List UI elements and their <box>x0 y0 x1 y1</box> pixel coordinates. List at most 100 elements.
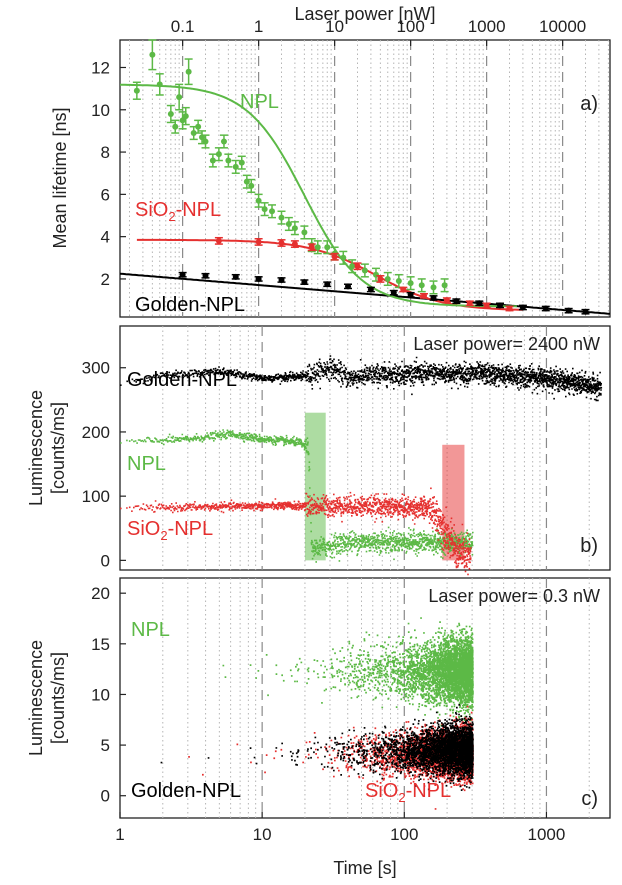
panel-a-xlabel: Laser power [nW] <box>294 4 435 24</box>
data-point <box>377 275 384 282</box>
data-point <box>202 138 209 145</box>
data-point <box>215 237 222 244</box>
data-point <box>176 94 183 101</box>
panel-c-ylabel-line1: Luminescence <box>26 640 46 756</box>
data-point <box>324 244 331 251</box>
data-point <box>301 229 308 236</box>
y-tick-label: 0 <box>101 787 110 806</box>
data-point <box>179 271 186 278</box>
data-point <box>390 289 397 296</box>
data-point <box>248 182 255 189</box>
y-tick-label: 300 <box>82 359 110 378</box>
data-point <box>345 283 352 290</box>
panel-a-golden-label: Golden-NPL <box>135 294 245 316</box>
data-point <box>519 304 526 311</box>
panel-b-marks <box>120 355 603 576</box>
panel-c-xlabel: Time [s] <box>333 858 396 878</box>
panel-c-letter: c) <box>581 788 598 810</box>
data-point <box>255 238 262 245</box>
data-point <box>483 302 490 309</box>
y-tick-label: 8 <box>101 143 110 162</box>
data-point <box>324 281 331 288</box>
data-point <box>400 286 407 293</box>
x-tick-label: 100 <box>396 17 424 36</box>
y-tick-label: 0 <box>101 551 110 570</box>
x-tick-label: 10000 <box>539 17 586 36</box>
y-tick-label: 2 <box>101 270 110 289</box>
data-point <box>261 206 268 213</box>
data-point <box>156 81 163 88</box>
data-point <box>185 68 192 75</box>
panel-b-y-tick-labels: 0 100 200 300 <box>82 359 126 570</box>
data-point <box>215 151 222 158</box>
y-tick-label: 200 <box>82 423 110 442</box>
data-point <box>195 123 202 130</box>
panel-c-ylabel-line2: [counts/ms] <box>48 652 68 744</box>
data-point <box>308 244 315 251</box>
data-point <box>220 138 227 145</box>
y-tick-label: 15 <box>91 635 110 654</box>
data-point <box>190 130 197 137</box>
panel-b-laser-power: Laser power= 2400 nW <box>413 334 600 354</box>
panel-c-x-tick-labels: 1 10 100 1000 <box>115 812 565 844</box>
data-point <box>331 253 338 260</box>
panel-a-x-tick-labels: 0.1 1 10 100 1000 10000 <box>171 17 586 46</box>
data-point <box>497 302 504 309</box>
panel-c-npl-label: NPL <box>131 619 170 641</box>
panel-a-sio2-label: SiO2-NPL <box>135 199 221 224</box>
data-point <box>384 275 391 282</box>
data-point <box>361 267 368 274</box>
data-point <box>441 282 448 289</box>
panel-a-lifetime: 0.1 1 10 100 1000 10000 2 4 6 8 10 12 Laser power … <box>50 4 611 318</box>
trace-golden-npl <box>120 355 603 402</box>
panel-c-marks <box>160 600 474 810</box>
data-point <box>225 157 232 164</box>
data-point <box>179 117 186 124</box>
panel-a-letter: a) <box>580 93 598 115</box>
data-point <box>202 272 209 279</box>
data-point <box>167 111 174 118</box>
fit-line-golden-npl <box>119 272 611 315</box>
panel-c-sio2-label: SiO2-NPL <box>365 780 451 805</box>
x-tick-label: 10 <box>253 825 272 844</box>
panel-c-laser-power: Laser power= 0.3 nW <box>428 586 600 606</box>
data-point <box>407 291 414 298</box>
data-point <box>314 244 321 251</box>
panel-b-sio2-label: SiO2-NPL <box>127 518 213 543</box>
data-point <box>301 279 308 286</box>
data-point <box>443 297 450 304</box>
photobleaching-marker <box>442 444 465 561</box>
trace-sio2-npl <box>188 705 474 810</box>
x-tick-label: 1000 <box>468 17 506 36</box>
data-point <box>367 286 374 293</box>
panel-c-y-tick-labels: 0 5 10 15 20 <box>91 584 126 806</box>
data-point <box>238 159 245 166</box>
x-tick-label: 1000 <box>528 825 566 844</box>
y-tick-label: 4 <box>101 228 110 247</box>
data-point <box>430 284 437 291</box>
y-tick-label: 5 <box>101 736 110 755</box>
panel-b-ylabel-line1: Luminescence <box>26 390 46 506</box>
data-point <box>291 241 298 248</box>
data-point <box>542 305 549 312</box>
data-point <box>506 305 513 312</box>
panel-a-npl-label: NPL <box>240 91 279 113</box>
data-point <box>466 300 473 307</box>
data-point <box>149 51 156 58</box>
data-point <box>421 292 428 299</box>
y-tick-label: 12 <box>91 58 110 77</box>
x-tick-label: 0.1 <box>171 17 195 36</box>
data-point <box>582 308 589 315</box>
data-point <box>340 254 347 261</box>
y-tick-label: 20 <box>91 584 110 603</box>
panel-a-ylabel: Mean lifetime [ns] <box>50 107 70 248</box>
trace-sio2-npl <box>120 487 472 576</box>
photobleaching-marker <box>304 412 326 561</box>
x-tick-label: 100 <box>390 825 418 844</box>
x-tick-label: 1 <box>254 17 263 36</box>
panel-c-golden-label: Golden-NPL <box>131 780 241 802</box>
data-point <box>285 220 292 227</box>
data-point <box>476 300 483 307</box>
data-point <box>232 163 239 170</box>
